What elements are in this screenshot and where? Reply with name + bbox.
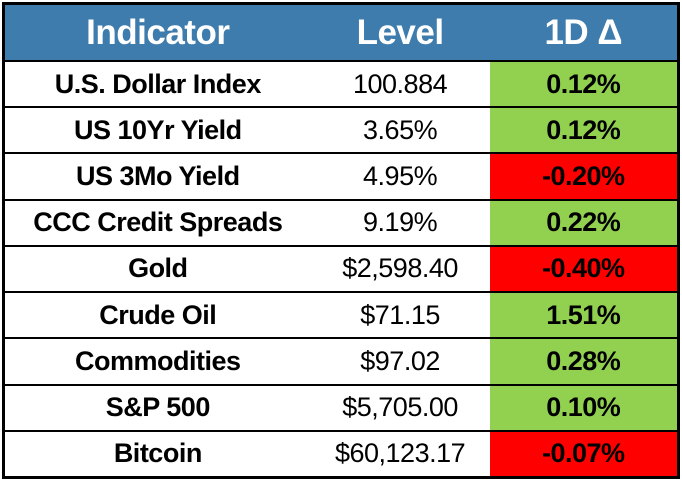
table-row: Gold $2,598.40 -0.40% [3,244,679,293]
delta-cell: 1.51% [489,291,679,339]
delta-cell: -0.40% [489,244,679,293]
delta-cell: 0.28% [489,337,679,385]
level-cell: $60,123.17 [310,429,490,478]
indicator-cell: Gold [3,244,311,293]
indicator-cell: Commodities [3,337,311,385]
indicator-cell: U.S. Dollar Index [3,59,311,108]
delta-cell: 0.12% [489,106,679,154]
indicator-cell: Bitcoin [3,429,311,478]
column-header-level: Level [310,3,490,61]
indicator-cell: S&P 500 [3,383,311,431]
level-cell: $97.02 [310,337,490,385]
delta-cell: -0.07% [489,429,679,478]
delta-cell: -0.20% [489,152,679,200]
level-cell: $2,598.40 [310,244,490,293]
indicator-cell: US 10Yr Yield [3,106,311,154]
table-row: Commodities $97.02 0.28% [3,337,679,385]
indicator-cell: US 3Mo Yield [3,152,311,200]
delta-cell: 0.22% [489,198,679,246]
indicator-cell: Crude Oil [3,291,311,339]
level-cell: 3.65% [310,106,490,154]
level-cell: 4.95% [310,152,490,200]
table-row: US 3Mo Yield 4.95% -0.20% [3,152,679,200]
delta-cell: 0.12% [489,59,679,108]
level-cell: $71.15 [310,291,490,339]
header-row: Indicator Level 1D Δ [3,3,679,61]
column-header-1d-delta: 1D Δ [489,3,679,61]
table-row: Bitcoin $60,123.17 -0.07% [3,429,679,478]
table-row: Crude Oil $71.15 1.51% [3,291,679,339]
column-header-indicator: Indicator [3,3,311,61]
level-cell: 100.884 [310,59,490,108]
table-row: CCC Credit Spreads 9.19% 0.22% [3,198,679,246]
level-cell: $5,705.00 [310,383,490,431]
indicator-cell: CCC Credit Spreads [3,198,311,246]
delta-cell: 0.10% [489,383,679,431]
table-row: US 10Yr Yield 3.65% 0.12% [3,106,679,154]
level-cell: 9.19% [310,198,490,246]
table-row: S&P 500 $5,705.00 0.10% [3,383,679,431]
table-row: U.S. Dollar Index 100.884 0.12% [3,59,679,108]
